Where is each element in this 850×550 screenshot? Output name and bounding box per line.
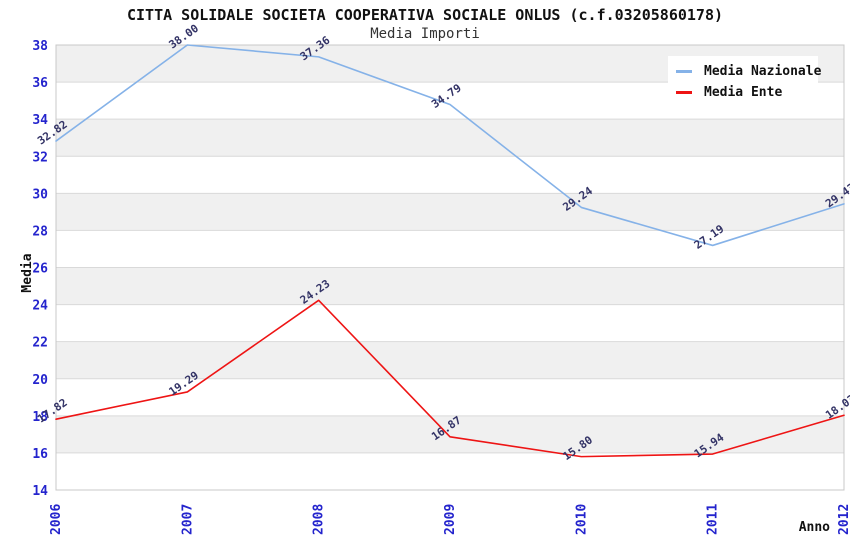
y-tick-label: 34: [32, 113, 48, 128]
x-tick-label: 2011: [706, 504, 721, 535]
y-tick-label: 24: [32, 299, 48, 314]
plot-band: [56, 193, 844, 231]
y-tick-label: 36: [32, 76, 48, 91]
series-line: [55, 299, 845, 458]
legend-label-media-ente: Media Ente: [704, 85, 783, 100]
y-tick-label: 28: [32, 224, 48, 239]
plot-band: [56, 119, 844, 157]
series-line: [55, 44, 845, 247]
data-label: 34.79: [429, 81, 464, 111]
y-tick-label: 14: [32, 484, 48, 499]
x-tick-label: 2009: [443, 504, 458, 535]
data-label: 18.03: [823, 392, 850, 422]
y-tick-label: 32: [32, 150, 48, 165]
x-tick-label: 2012: [837, 504, 850, 535]
x-tick-label: 2006: [49, 504, 64, 535]
y-axis-title: Media: [20, 253, 35, 292]
chart-subtitle: Media Importi: [370, 26, 480, 42]
y-tick-label: 26: [32, 262, 48, 277]
plot-band: [56, 415, 844, 453]
legend-label-media-nazionale: Media Nazionale: [704, 64, 822, 79]
media-nazionale-line-swatch: [676, 70, 692, 73]
y-tick-label: 18: [32, 410, 48, 425]
y-tick-label: 38: [32, 39, 48, 54]
plot-band: [56, 341, 844, 379]
x-tick-label: 2008: [312, 504, 327, 535]
x-axis-title: Anno: [799, 520, 830, 535]
chart-title: CITTA SOLIDALE SOCIETA COOPERATIVA SOCIA…: [126, 6, 724, 24]
legend-item-media-nazionale: Media Nazionale: [676, 61, 822, 82]
media-ente-line-swatch: [676, 91, 692, 94]
x-tick-label: 2010: [574, 504, 589, 535]
legend-item-media-ente: Media Ente: [676, 82, 818, 103]
x-tick-label: 2007: [180, 504, 195, 535]
plot-band: [56, 267, 844, 305]
y-tick-label: 22: [32, 336, 48, 351]
legend: Media Nazionale Media Ente: [668, 56, 822, 108]
y-tick-label: 30: [32, 187, 48, 202]
y-tick-label: 16: [32, 447, 48, 462]
plot-border: [55, 44, 845, 491]
y-tick-label: 20: [32, 373, 48, 388]
